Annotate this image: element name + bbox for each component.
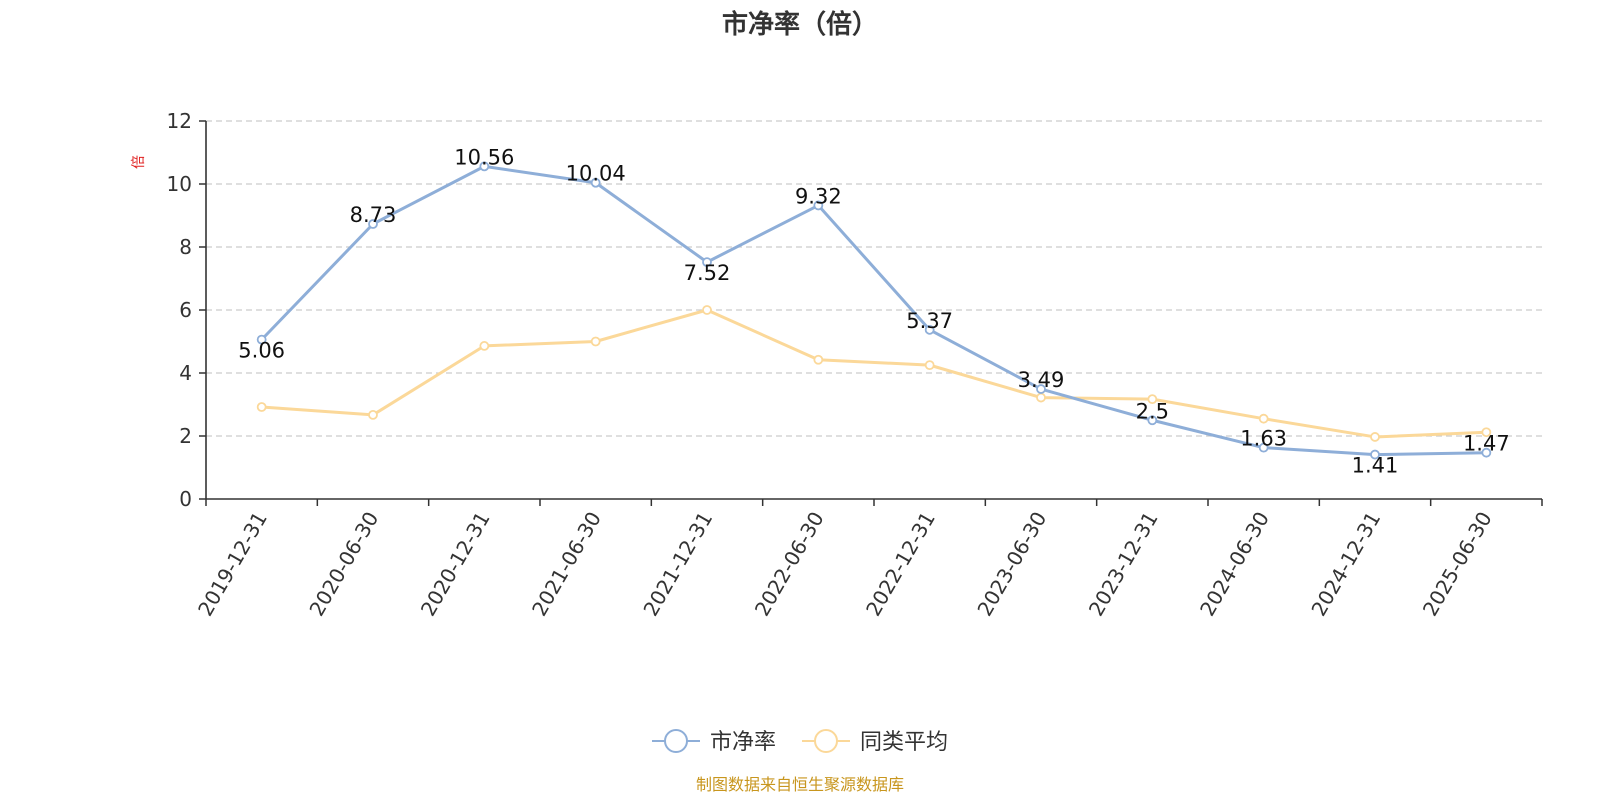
x-tick-label: 2022-12-31 (861, 508, 940, 621)
data-point (256, 402, 267, 412)
y-axis-unit: 倍 (131, 155, 147, 169)
legend-marker (664, 729, 688, 753)
chart-title: 市净率（倍） (722, 9, 878, 40)
source-note: 制图数据来自恒生聚源数据库 (696, 775, 904, 794)
data-label: 7.52 (684, 261, 731, 285)
data-point (1147, 394, 1158, 405)
x-tick-label: 2021-12-31 (638, 508, 717, 621)
data-point (479, 341, 490, 351)
y-tick-label: 0 (179, 487, 192, 511)
data-point (924, 324, 935, 335)
x-tick-label: 2023-12-31 (1084, 508, 1163, 621)
data-point (702, 305, 712, 315)
data-point (924, 360, 935, 371)
data-point (1481, 447, 1492, 458)
data-point (1370, 449, 1380, 460)
data-point (256, 334, 267, 345)
data-point (1258, 442, 1269, 453)
data-label: 1.47 (1463, 432, 1510, 456)
data-point (1481, 427, 1492, 438)
x-tick-label: 2024-06-30 (1195, 508, 1274, 621)
y-tick-label: 6 (179, 298, 192, 322)
data-point (1036, 384, 1046, 394)
data-point (1258, 413, 1269, 424)
data-point (1370, 432, 1380, 442)
data-point (1147, 415, 1158, 426)
data-label: 1.41 (1352, 454, 1399, 478)
data-point (368, 409, 378, 420)
data-label: 3.49 (1018, 368, 1065, 392)
data-label: 10.04 (566, 162, 626, 186)
x-tick-label: 2020-12-31 (416, 508, 495, 621)
y-tick-label: 4 (179, 361, 192, 385)
legend: 市净率 同类平均 (652, 729, 948, 755)
y-tick-label: 8 (179, 235, 192, 259)
series-layer (256, 161, 1492, 460)
data-label: 9.32 (795, 184, 842, 208)
data-point (813, 200, 824, 211)
x-tick-label: 2019-12-31 (193, 508, 272, 621)
data-point (1036, 392, 1046, 403)
x-tick-label: 2023-06-30 (972, 508, 1051, 621)
data-label: 1.63 (1240, 427, 1287, 451)
data-label: 8.73 (350, 203, 397, 227)
series-line (261, 308, 1487, 439)
x-tick-label: 2025-06-30 (1418, 508, 1497, 621)
x-tick-label: 2022-06-30 (750, 508, 829, 621)
x-tick-label: 2024-12-31 (1306, 508, 1385, 621)
data-labels: 5.06 8.73 10.56 10.04 7.52 9.32 5.37 3.49 2.5 1.6… (238, 145, 1509, 477)
data-label: 5.06 (238, 339, 285, 363)
grid-lines (206, 120, 1542, 437)
legend-marker (814, 729, 838, 753)
data-point (479, 161, 490, 172)
y-tick-label: 10 (167, 172, 192, 196)
data-label: 10.56 (454, 145, 514, 169)
legend-label: 同类平均 (860, 730, 948, 755)
x-tick-label: 2021-06-30 (527, 508, 606, 621)
data-point (813, 354, 824, 365)
data-point (590, 336, 601, 347)
data-point (590, 177, 601, 188)
data-label: 2.5 (1136, 399, 1169, 423)
x-axis-ticks: 2019-12-31 2020-06-30 2020-12-31 2021-06-30… (193, 499, 1543, 621)
y-tick-label: 2 (179, 424, 192, 448)
legend-label: 市净率 (710, 730, 776, 755)
data-point (368, 219, 378, 229)
x-tick-label: 2020-06-30 (304, 508, 383, 621)
data-label: 5.37 (906, 309, 953, 333)
data-point (702, 257, 712, 268)
y-tick-label: 12 (167, 109, 192, 133)
series-line (260, 164, 1487, 457)
y-axis-ticks: 0 2 4 6 8 10 12 (167, 109, 206, 511)
